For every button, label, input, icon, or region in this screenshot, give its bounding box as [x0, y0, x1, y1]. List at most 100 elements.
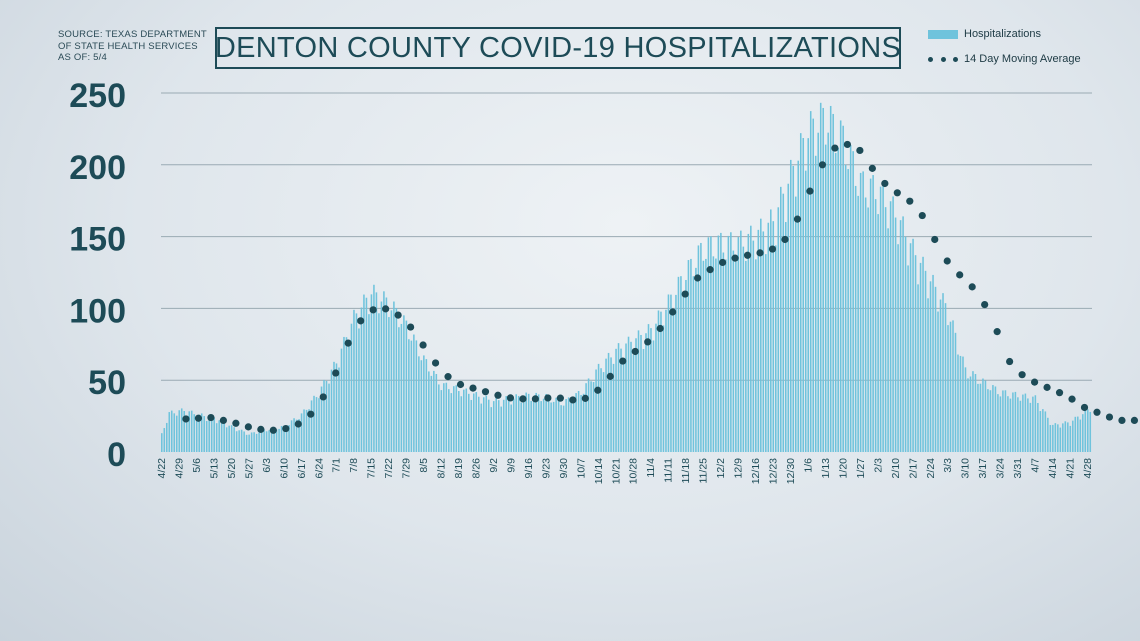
bar: [398, 327, 400, 452]
bar: [630, 341, 632, 452]
bar: [497, 400, 500, 452]
x-tick-label: 6/24: [313, 458, 325, 479]
bar: [560, 405, 562, 452]
moving-average-point: [219, 416, 227, 425]
bar: [390, 310, 393, 452]
bar: [657, 310, 660, 452]
moving-average-point: [918, 211, 926, 220]
bar: [460, 396, 463, 452]
bar: [620, 348, 622, 452]
bar: [170, 410, 173, 452]
moving-average-point: [731, 254, 739, 262]
moving-average-point: [232, 419, 240, 427]
bar: [178, 410, 181, 452]
bar: [505, 396, 507, 452]
bar: [695, 267, 697, 452]
x-tick-label: 5/6: [191, 458, 203, 473]
bar: [829, 105, 832, 453]
bar: [735, 261, 737, 452]
bar: [168, 412, 171, 452]
bar: [1052, 424, 1054, 452]
moving-average-point: [244, 423, 252, 431]
x-tick-label: 4/28: [1082, 458, 1094, 479]
bar: [692, 276, 695, 452]
x-tick-label: 1/13: [820, 458, 832, 479]
bar: [223, 422, 225, 452]
bar: [288, 425, 290, 452]
bar: [817, 132, 819, 452]
bar: [1024, 393, 1027, 452]
bar: [1067, 422, 1069, 452]
moving-average-point: [619, 357, 627, 365]
x-tick-label: 3/24: [995, 458, 1007, 479]
moving-average-point: [407, 323, 415, 331]
moving-average-point: [1006, 357, 1014, 366]
bar: [228, 425, 230, 452]
bar: [435, 373, 438, 452]
bar: [208, 416, 210, 452]
bar: [210, 415, 213, 452]
bar: [852, 151, 854, 452]
bar: [947, 325, 949, 452]
bar: [552, 401, 555, 452]
bar: [173, 413, 176, 452]
bar: [310, 400, 313, 452]
bar: [250, 432, 253, 452]
moving-average-point: [556, 394, 564, 402]
bar: [959, 355, 962, 452]
bar: [328, 383, 330, 452]
bar: [770, 209, 772, 452]
x-tick-label: 10/21: [610, 458, 622, 484]
bar: [585, 383, 587, 452]
moving-average-point: [644, 338, 652, 346]
bar: [700, 242, 702, 452]
bar: [837, 147, 839, 452]
x-axis-ticks: 4/22 4/29 5/6 5/13 5/20 5/27 6/3 6/10 6/17 6/24 7/…: [156, 458, 1094, 484]
bar: [545, 393, 547, 452]
bar: [487, 399, 490, 452]
moving-average-point: [257, 425, 265, 433]
moving-average-point: [544, 394, 552, 402]
bar: [283, 425, 285, 452]
bar: [542, 398, 545, 452]
y-tick-label: 150: [69, 221, 126, 259]
bar: [672, 309, 675, 452]
bar: [1017, 397, 1019, 452]
bar: [824, 144, 827, 453]
bar: [273, 427, 275, 452]
bar: [205, 421, 208, 452]
moving-average-point: [369, 306, 377, 314]
bar: [792, 165, 795, 452]
bar: [540, 401, 542, 452]
bar: [937, 311, 939, 452]
bar: [293, 418, 295, 452]
bar: [977, 383, 979, 452]
bar: [862, 171, 864, 452]
bar: [1019, 400, 1022, 452]
bar: [610, 357, 612, 452]
bar: [355, 313, 358, 452]
bar: [1012, 392, 1014, 452]
bar: [909, 243, 912, 452]
bar: [343, 336, 345, 452]
bar: [1077, 416, 1079, 452]
bar: [1087, 409, 1089, 452]
moving-average-point: [581, 394, 589, 402]
bar: [290, 420, 293, 452]
bar: [1072, 420, 1074, 452]
bar: [1034, 395, 1037, 452]
legend-item-hospitalizations: Hospitalizations: [928, 26, 1081, 42]
x-tick-label: 3/3: [942, 458, 954, 473]
moving-average-point: [419, 341, 427, 349]
bar: [605, 358, 607, 452]
source-line-2: OF STATE HEALTH SERVICES: [58, 40, 198, 52]
bar: [582, 393, 585, 452]
bar: [565, 399, 567, 452]
bar: [919, 262, 922, 452]
bar: [512, 398, 515, 452]
bar: [869, 178, 872, 452]
bar: [982, 378, 984, 452]
bar: [313, 395, 315, 452]
bar: [1032, 396, 1034, 452]
moving-average-point: [332, 369, 340, 377]
